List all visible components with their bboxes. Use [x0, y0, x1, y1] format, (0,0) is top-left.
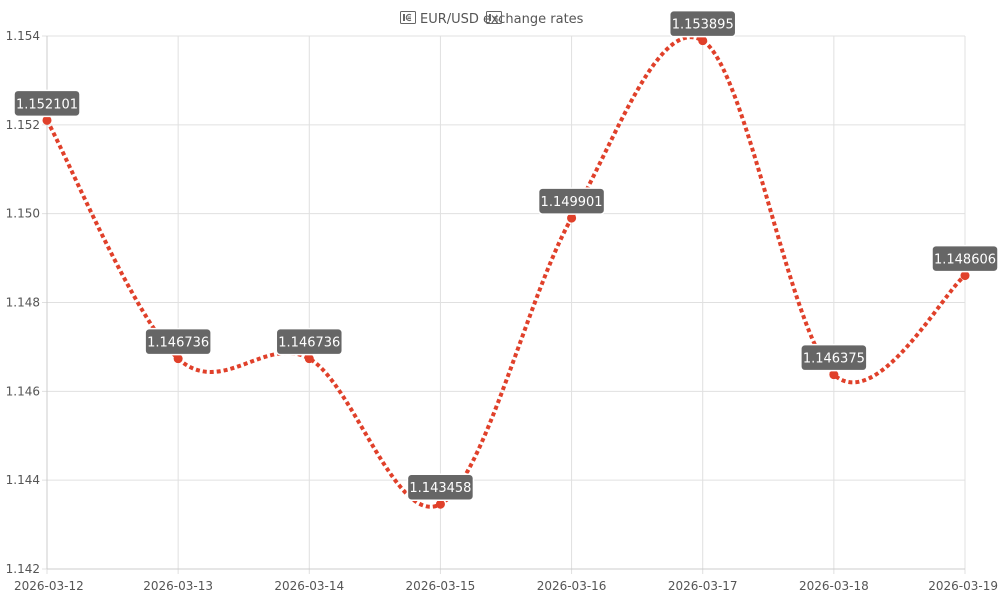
x-tick-label: 2026-03-18 — [799, 579, 869, 593]
data-label-box — [275, 327, 344, 356]
y-tick-label: 1.142 — [6, 562, 40, 576]
data-point — [42, 115, 52, 125]
y-tick-label: 1.144 — [6, 473, 40, 487]
chart-title: EUR/USD exchange rates $ — [400, 11, 584, 27]
y-tick-label: 1.150 — [6, 207, 40, 221]
x-tick-label: 2026-03-16 — [537, 579, 607, 593]
data-label: 1.149901 — [537, 187, 606, 215]
data-point — [567, 213, 577, 223]
data-labels: 1.152101 1.146736 1.146736 1.143458 1.149901… — [13, 9, 999, 501]
data-label: 1.153895 — [668, 9, 737, 38]
data-point — [829, 370, 839, 380]
data-label-text: 1.146736 — [147, 336, 209, 351]
data-label: 1.143458 — [406, 473, 475, 501]
data-label-box — [931, 244, 999, 273]
data-label: 1.148606 — [931, 244, 999, 273]
data-label-text: 1.152101 — [16, 97, 78, 112]
series-line — [45, 35, 967, 509]
data-label: 1.146736 — [144, 327, 212, 356]
x-tick-label: 2026-03-15 — [406, 579, 476, 593]
x-axis-ticks: 2026-03-12 2026-03-13 2026-03-14 2026-03-15… — [14, 579, 998, 593]
data-label-text: 1.146736 — [278, 336, 340, 351]
data-points — [42, 36, 970, 509]
data-label-text: 1.148606 — [934, 253, 996, 268]
y-axis-ticks: 1.142 1.144 1.146 1.148 1.150 1.152 1.154 — [6, 29, 40, 576]
data-label: 1.146375 — [800, 343, 868, 372]
data-label: 1.146736 — [275, 327, 344, 356]
data-point — [435, 499, 445, 509]
data-label-text: 1.153895 — [672, 18, 734, 33]
data-label-text: 1.146375 — [803, 352, 865, 367]
data-label-box — [537, 187, 606, 215]
data-label-box — [800, 343, 868, 372]
data-point — [304, 354, 314, 364]
y-tick-label: 1.146 — [6, 384, 40, 398]
x-tick-label: 2026-03-19 — [928, 579, 998, 593]
data-point — [173, 354, 183, 364]
y-tick-label: 1.154 — [6, 29, 40, 43]
x-tick-label: 2026-03-13 — [143, 579, 213, 593]
x-tick-label: 2026-03-14 — [274, 579, 344, 593]
data-label-box — [144, 327, 212, 356]
chart-series — [45, 35, 967, 509]
dollar-banknote-icon: $ — [486, 11, 502, 25]
x-tick-label: 2026-03-12 — [14, 579, 84, 593]
data-label-box — [668, 9, 737, 38]
x-tick-label: 2026-03-17 — [668, 579, 738, 593]
data-label-text: 1.149901 — [541, 195, 603, 210]
svg-text:$: $ — [494, 15, 500, 25]
euro-banknote-icon — [400, 11, 416, 24]
y-tick-label: 1.152 — [6, 118, 40, 132]
data-point — [960, 271, 970, 281]
data-point — [698, 36, 708, 46]
y-tick-label: 1.148 — [6, 296, 40, 310]
data-label-text: 1.143458 — [409, 481, 471, 496]
chart-grid — [42, 35, 966, 574]
data-label-box — [13, 89, 81, 118]
data-label: 1.152101 — [13, 89, 81, 118]
data-label-box — [406, 473, 475, 501]
